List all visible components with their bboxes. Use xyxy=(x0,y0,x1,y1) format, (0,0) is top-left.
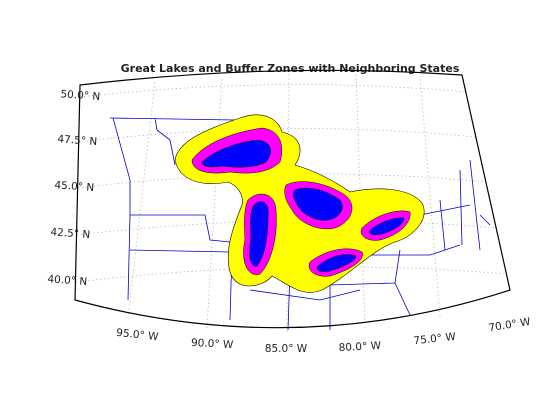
meridian-label: 75.0° W xyxy=(413,331,457,347)
meridian-label: 95.0° W xyxy=(116,327,160,343)
meridian-label: 80.0° W xyxy=(338,340,382,354)
parallel-label: 47.5° N xyxy=(57,133,98,148)
lakes xyxy=(201,139,405,272)
parallel-label: 45.0° N xyxy=(54,179,95,194)
map-title: Great Lakes and Buffer Zones with Neighb… xyxy=(121,62,460,75)
map-frame xyxy=(74,69,511,329)
parallel-labels: 50.0° N 47.5° N 45.0° N 42.5° N 40.0° N xyxy=(47,88,101,288)
meridian-label: 70.0° W xyxy=(488,316,532,335)
parallel-label: 42.5° N xyxy=(50,226,91,241)
meridian-label: 85.0° W xyxy=(265,343,308,355)
parallel-label: 50.0° N xyxy=(60,88,101,103)
meridian-label: 90.0° W xyxy=(191,337,235,351)
meridian-labels: 95.0° W 90.0° W 85.0° W 80.0° W 75.0° W … xyxy=(116,316,532,355)
parallel-label: 40.0° N xyxy=(47,273,88,288)
